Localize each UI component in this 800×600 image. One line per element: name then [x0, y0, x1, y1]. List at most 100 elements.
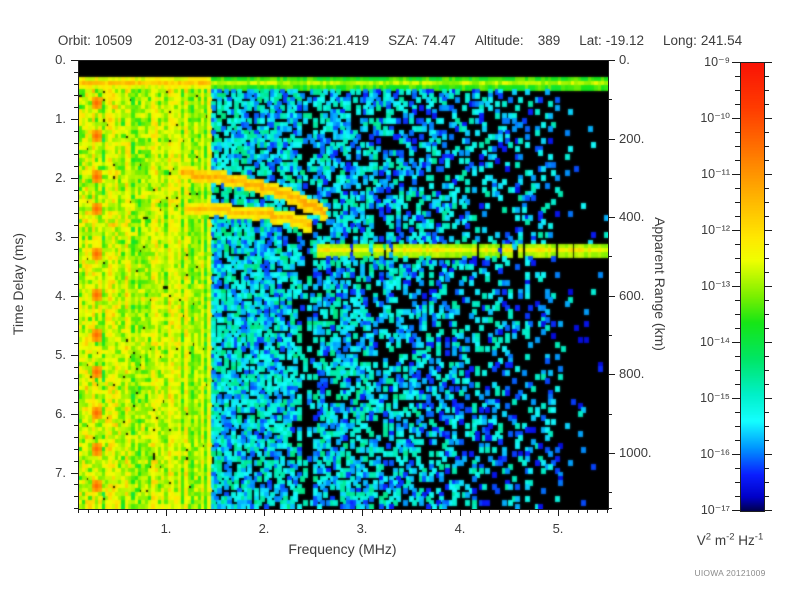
- colorbar-tick-major-right: [764, 62, 772, 63]
- time-delay-tick-minor: [74, 154, 78, 155]
- time-delay-tick-label: 1.: [55, 111, 66, 126]
- time-delay-tick-minor: [74, 190, 78, 191]
- colorbar-tick-major-left: [732, 118, 740, 119]
- time-delay-tick-minor: [74, 425, 78, 426]
- apparent-range-tick-label: 0.: [619, 52, 630, 67]
- time-delay-tick-major: [71, 473, 78, 474]
- colorbar: [740, 62, 765, 512]
- apparent-range-tick-label: 1000.: [619, 445, 652, 460]
- frequency-tick-minor: [440, 509, 441, 513]
- time-delay-tick-minor: [74, 225, 78, 226]
- colorbar-tick-major-right: [764, 398, 772, 399]
- colorbar-tick-major-right: [764, 118, 772, 119]
- apparent-range-tick-minor: [608, 99, 612, 100]
- time-delay-tick-major: [71, 296, 78, 297]
- frequency-tick-label: 1.: [160, 521, 172, 536]
- time-delay-tick-minor: [74, 249, 78, 250]
- colorbar-tick-minor-left: [735, 370, 740, 371]
- colorbar-tick-major-right: [764, 342, 772, 343]
- frequency-tick-minor: [274, 509, 275, 513]
- frequency-tick-minor: [382, 509, 383, 513]
- frequency-tick-minor: [568, 509, 569, 513]
- time-delay-tick-minor: [74, 131, 78, 132]
- frequency-tick-minor: [352, 509, 353, 513]
- colorbar-tick-minor-left: [735, 440, 740, 441]
- frequency-tick-major: [460, 509, 461, 516]
- observation-datetime: 2012-03-31 (Day 091) 21:36:21.419: [154, 32, 370, 48]
- time-delay-tick-minor: [74, 260, 78, 261]
- colorbar-tick-label: 10⁻¹⁰: [700, 111, 730, 125]
- time-delay-tick-minor: [74, 308, 78, 309]
- colorbar-tick-minor-right: [764, 370, 769, 371]
- frequency-tick-minor: [98, 509, 99, 513]
- frequency-tick-minor: [480, 509, 481, 513]
- colorbar-tick-major-left: [732, 286, 740, 287]
- frequency-tick-label: 2.: [258, 521, 270, 536]
- colorbar-tick-minor-right: [764, 412, 769, 413]
- frequency-tick-minor: [450, 509, 451, 513]
- colorbar-tick-major-right: [764, 230, 772, 231]
- colorbar-tick-minor-right: [764, 356, 769, 357]
- frequency-tick-minor: [78, 509, 79, 513]
- apparent-range-tick-label: 200.: [619, 131, 645, 146]
- colorbar-tick-minor-right: [764, 482, 769, 483]
- altitude-label: Altitude:: [474, 32, 524, 48]
- time-delay-tick-minor: [74, 390, 78, 391]
- time-delay-tick-minor: [74, 284, 78, 285]
- time-delay-tick-minor: [74, 461, 78, 462]
- colorbar-tick-label: 10⁻⁹: [704, 55, 730, 69]
- time-delay-tick-major: [71, 119, 78, 120]
- time-delay-tick-major: [71, 355, 78, 356]
- colorbar-tick-minor-right: [764, 468, 769, 469]
- apparent-range-tick-major: [608, 453, 615, 454]
- frequency-tick-minor: [372, 509, 373, 513]
- frequency-tick-major: [264, 509, 265, 516]
- time-delay-tick-minor: [74, 402, 78, 403]
- frequency-tick-minor: [333, 509, 334, 513]
- frequency-tick-minor: [411, 509, 412, 513]
- colorbar-tick-major-right: [764, 510, 772, 511]
- colorbar-tick-minor-left: [735, 482, 740, 483]
- colorbar-tick-minor-left: [735, 202, 740, 203]
- colorbar-tick-label: 10⁻¹⁴: [699, 335, 730, 349]
- time-delay-tick-label: 3.: [55, 229, 66, 244]
- unit-hz: Hz: [734, 533, 755, 548]
- colorbar-tick-label: 10⁻¹³: [701, 279, 730, 293]
- time-delay-tick-minor: [74, 378, 78, 379]
- longitude-field: Long: 241.54: [663, 33, 742, 48]
- frequency-tick-minor: [156, 509, 157, 513]
- colorbar-tick-label: 10⁻¹⁵: [700, 391, 730, 405]
- time-delay-tick-minor: [74, 143, 78, 144]
- frequency-tick-minor: [470, 509, 471, 513]
- colorbar-tick-minor-right: [764, 90, 769, 91]
- time-delay-tick-label: 4.: [55, 288, 66, 303]
- colorbar-tick-label: 10⁻¹⁶: [700, 447, 730, 461]
- time-delay-tick-minor: [74, 437, 78, 438]
- frequency-tick-minor: [254, 509, 255, 513]
- time-delay-tick-label: 7.: [55, 465, 66, 480]
- colorbar-tick-minor-left: [735, 104, 740, 105]
- frequency-tick-minor: [147, 509, 148, 513]
- colorbar-tick-minor-left: [735, 356, 740, 357]
- metadata-header: Orbit: 10509 2012-03-31 (Day 091) 21:36:…: [0, 30, 800, 50]
- frequency-tick-minor: [489, 509, 490, 513]
- apparent-range-tick-label: 400.: [619, 209, 645, 224]
- apparent-range-tick-minor: [608, 335, 612, 336]
- frequency-tick-minor: [294, 509, 295, 513]
- frequency-tick-major: [558, 509, 559, 516]
- colorbar-unit-label: V2 m-2 Hz-1: [660, 531, 800, 548]
- colorbar-tick-major-left: [732, 230, 740, 231]
- colorbar-tick-minor-right: [764, 76, 769, 77]
- altitude-value: 389: [537, 32, 561, 48]
- colorbar-tick-major-left: [732, 454, 740, 455]
- colorbar-tick-minor-left: [735, 160, 740, 161]
- colorbar-tick-minor-left: [735, 468, 740, 469]
- unit-v-exponent: 2: [705, 531, 712, 543]
- apparent-range-tick-major: [608, 296, 615, 297]
- time-delay-tick-label: 5.: [55, 347, 66, 362]
- frequency-tick-minor: [548, 509, 549, 513]
- frequency-tick-minor: [127, 509, 128, 513]
- frequency-tick-minor: [323, 509, 324, 513]
- time-delay-tick-label: 2.: [55, 170, 66, 185]
- apparent-range-tick-major: [608, 139, 615, 140]
